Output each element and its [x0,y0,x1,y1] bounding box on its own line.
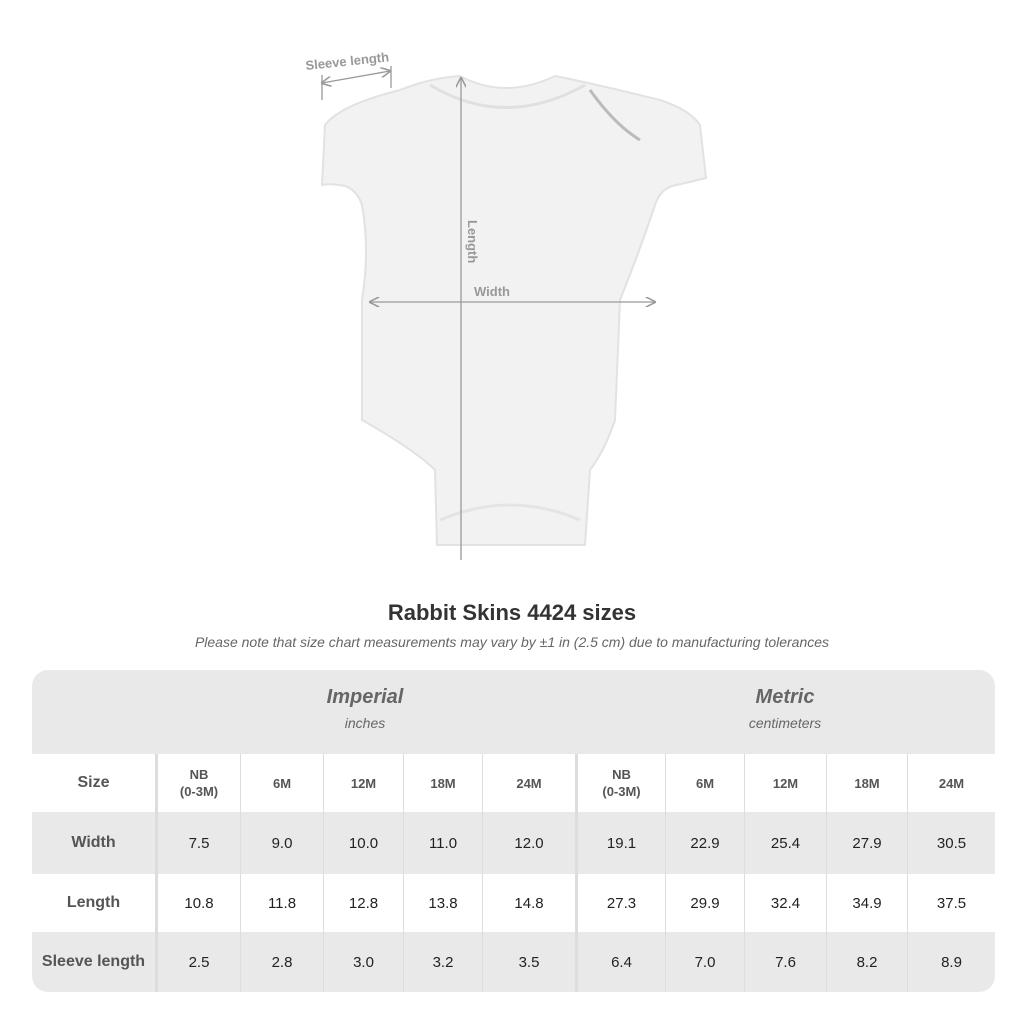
table-cell: 7.0 [665,932,744,992]
row-label: Width [71,834,116,851]
sleeve-length-label: Sleeve length [305,49,390,73]
metric-header: Metric centimeters [575,686,995,731]
imperial-header: Imperial inches [155,686,575,731]
size-label: Size [77,774,110,791]
size-header-cell: 24M [907,754,995,812]
imperial-title: Imperial [326,686,404,708]
chart-title: Rabbit Skins 4424 sizes [387,600,637,625]
table-cell: 7.6 [744,932,826,992]
size-header-cell: 18M [826,754,907,812]
tolerance-note: Please note that size chart measurements… [194,634,830,650]
table-cell: 2.5 [155,932,240,992]
size-header-cell: 18M [403,754,482,812]
size-header-cell: NB (0-3M) [155,754,240,812]
system-header: Imperial inches Metric centimeters [32,670,995,754]
table-cell: 3.0 [323,932,403,992]
size-header-row: Size NB (0-3M) 6M 12M 18M 24M NB (0-3M) 6M 12M 18… [32,754,995,812]
table-cell: 3.2 [403,932,482,992]
size-header-cell: 6M [665,754,744,812]
table-cell: 13.8 [403,874,482,932]
table-cell: 6.4 [575,932,665,992]
table-cell: 29.9 [665,874,744,932]
table-cell: 30.5 [907,812,995,874]
onesie-diagram: Sleeve length Length Width [305,49,708,560]
length-label: Length [465,220,480,263]
table-cell: 19.1 [575,812,665,874]
table-cell: 11.0 [403,812,482,874]
table-cell: 2.8 [240,932,323,992]
size-header-cell: 6M [240,754,323,812]
size-header-cell: 24M [482,754,575,812]
imperial-unit: inches [344,715,386,731]
row-label: Length [66,894,121,911]
table-cell: 7.5 [155,812,240,874]
size-header-cell: 12M [323,754,403,812]
onesie-shape [320,74,708,546]
width-label: Width [474,284,510,299]
table-cell: 9.0 [240,812,323,874]
metric-unit: centimeters [748,715,822,731]
table-cell: 27.9 [826,812,907,874]
table-cell: 8.2 [826,932,907,992]
sleeve-arrow [322,71,390,83]
size-header-cell: NB (0-3M) [575,754,665,812]
table-cell: 25.4 [744,812,826,874]
table-cell: 11.8 [240,874,323,932]
table-cell: 34.9 [826,874,907,932]
table-cell: 22.9 [665,812,744,874]
size-table: Imperial inches Metric centimeters Size N… [32,670,995,992]
table-cell: 37.5 [907,874,995,932]
metric-title: Metric [755,686,815,708]
table-cell: 12.0 [482,812,575,874]
size-header-cell: 12M [744,754,826,812]
table-cell: 12.8 [323,874,403,932]
table-cell: 14.8 [482,874,575,932]
table-cell: 8.9 [907,932,995,992]
table-cell: 3.5 [482,932,575,992]
table-cell: 27.3 [575,874,665,932]
table-cell: 10.8 [155,874,240,932]
table-cell: 10.0 [323,812,403,874]
row-label: Sleeve length [41,953,146,970]
table-row: Length 10.8 11.8 12.8 13.8 14.8 27.3 29.9 32.4 34… [32,874,995,932]
table-cell: 32.4 [744,874,826,932]
table-row: Width 7.5 9.0 10.0 11.0 12.0 19.1 22.9 25.4 27.9 3… [32,812,995,874]
table-row: Sleeve length 2.5 2.8 3.0 3.2 3.5 6.4 7.0 7.6 8.2… [32,932,995,992]
